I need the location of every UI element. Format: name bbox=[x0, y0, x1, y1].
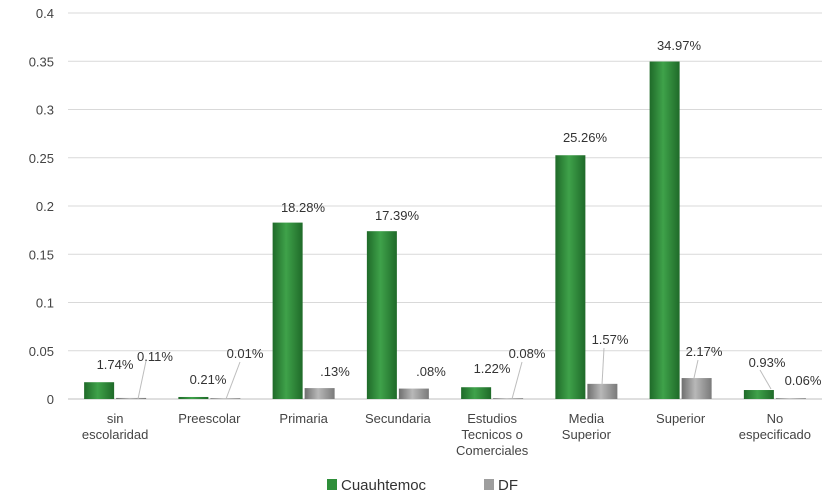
data-label-cuauhtemoc: 1.74% bbox=[97, 357, 134, 372]
y-tick-label: 0.15 bbox=[29, 247, 54, 262]
x-category-label: Estudios Tecnicos o Comerciales bbox=[456, 411, 529, 458]
data-label-cuauhtemoc: 0.93% bbox=[749, 355, 786, 370]
data-label-df: .08% bbox=[416, 364, 446, 379]
bar-cuauhtemoc bbox=[84, 382, 115, 399]
legend-label-cuauhtemoc: Cuauhtemoc bbox=[341, 477, 427, 494]
data-label-cuauhtemoc: 0.21% bbox=[190, 372, 227, 387]
bar-cuauhtemoc bbox=[743, 390, 774, 399]
data-label-cuauhtemoc: 18.28% bbox=[281, 200, 326, 215]
bar-df bbox=[681, 378, 712, 399]
x-category-label: No especificado bbox=[739, 411, 811, 442]
data-label-df: 0.06% bbox=[785, 373, 822, 388]
data-label-df: 1.57% bbox=[592, 332, 629, 347]
bar-cuauhtemoc bbox=[178, 396, 209, 399]
x-category-label: Primaria bbox=[279, 411, 328, 426]
data-label-df: 0.01% bbox=[227, 346, 264, 361]
bar-df bbox=[587, 383, 618, 399]
x-category-label: sin escolaridad bbox=[82, 411, 149, 442]
data-label-df: 2.17% bbox=[686, 344, 723, 359]
y-tick-label: 0 bbox=[47, 392, 54, 407]
legend-swatch-cuauhtemoc bbox=[327, 479, 337, 490]
bar-df bbox=[398, 388, 429, 399]
data-labels: 1.74% 0.21% 18.28% 17.39% 1.22% 25.26% 34.97% 0… bbox=[97, 38, 822, 388]
data-label-cuauhtemoc: 34.97% bbox=[657, 38, 702, 53]
legend-label-df: DF bbox=[498, 477, 518, 494]
leader-lines bbox=[137, 347, 772, 400]
legend-swatch-df bbox=[484, 479, 494, 490]
leader-line bbox=[511, 361, 523, 400]
bar-cuauhtemoc bbox=[366, 231, 397, 399]
bar-cuauhtemoc bbox=[461, 387, 492, 399]
y-tick-label: 0.1 bbox=[36, 296, 54, 311]
bar-df bbox=[775, 398, 806, 399]
x-category-label: Preescolar bbox=[178, 411, 241, 426]
data-label-cuauhtemoc: 25.26% bbox=[563, 130, 608, 145]
y-tick-label: 0.3 bbox=[36, 103, 54, 118]
bars bbox=[84, 61, 806, 400]
bar-cuauhtemoc bbox=[649, 61, 680, 400]
bar-df bbox=[116, 397, 147, 399]
y-tick-label: 0.2 bbox=[36, 199, 54, 214]
leader-line bbox=[759, 369, 772, 390]
x-category-label: Superior bbox=[656, 411, 706, 426]
data-label-cuauhtemoc: 17.39% bbox=[375, 208, 420, 223]
leader-line bbox=[137, 360, 147, 400]
bar-cuauhtemoc bbox=[555, 155, 586, 399]
y-tick-label: 0.25 bbox=[29, 151, 54, 166]
y-axis-ticks: 0 0.05 0.1 0.15 0.2 0.25 0.3 0.35 0.4 bbox=[29, 6, 54, 407]
leader-line bbox=[693, 359, 699, 379]
bar-df bbox=[304, 388, 335, 399]
bar-df bbox=[210, 398, 241, 399]
leader-line bbox=[601, 347, 605, 386]
legend: Cuauhtemoc DF bbox=[327, 477, 518, 494]
data-label-df: .13% bbox=[320, 364, 350, 379]
y-tick-label: 0.4 bbox=[36, 6, 54, 21]
x-category-label: Secundaria bbox=[365, 411, 432, 426]
bar-cuauhtemoc bbox=[272, 222, 303, 399]
gridlines bbox=[68, 12, 822, 400]
data-label-cuauhtemoc: 1.22% bbox=[474, 361, 511, 376]
x-axis-categories: sin escolaridad Preescolar Primaria Secundar… bbox=[82, 411, 811, 458]
x-category-label: Media Superior bbox=[562, 411, 612, 442]
data-label-df: 0.08% bbox=[509, 346, 546, 361]
leader-line bbox=[225, 361, 241, 400]
data-label-df: 0.11% bbox=[137, 349, 173, 364]
bar-df bbox=[493, 398, 524, 399]
y-tick-label: 0.35 bbox=[29, 54, 54, 69]
y-tick-label: 0.05 bbox=[29, 344, 54, 359]
